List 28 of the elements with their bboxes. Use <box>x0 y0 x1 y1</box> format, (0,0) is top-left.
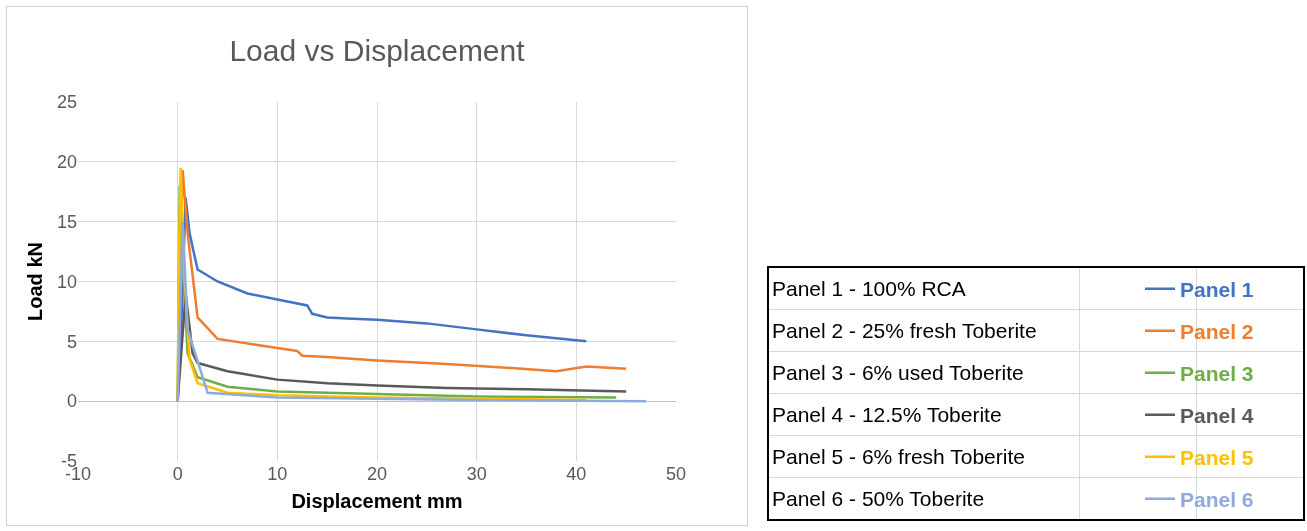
x-tick-label: 10 <box>267 464 288 484</box>
legend-label: Panel 5 <box>1180 445 1254 469</box>
legend-label: Panel 4 <box>1180 403 1254 427</box>
y-tick-label: 5 <box>66 331 77 352</box>
line-series <box>176 220 648 403</box>
text: Panel 2 - 25% fresh Toberite <box>768 309 1080 352</box>
legend-label: Panel 2 <box>1180 319 1254 343</box>
legend-label: Panel 3 <box>1180 361 1254 385</box>
x-tick-label: 40 <box>566 464 587 484</box>
x-axis-title: Displacement mm <box>291 489 463 512</box>
y-tick-label: 25 <box>56 92 77 113</box>
x-tick-label: 0 <box>172 464 183 484</box>
text: Panel 1 - 100% RCA <box>768 267 1080 310</box>
text: Panel 5 - 6% fresh Toberite <box>768 435 1080 478</box>
text: Panel 6 - 50% Toberite <box>768 477 1080 520</box>
x-tick-label: 20 <box>366 464 388 484</box>
y-tick-label: 0 <box>66 391 77 412</box>
y-axis-title: Load kN <box>24 242 47 321</box>
text: Panel 3 - 6% used Toberite <box>768 351 1080 394</box>
legend-label: Panel 1 <box>1180 277 1254 301</box>
y-tick-label: 20 <box>56 152 77 173</box>
legend-label: Panel 6 <box>1180 487 1254 511</box>
x-tick-label: 50 <box>665 464 687 484</box>
text: Panel 4 - 12.5% Toberite <box>768 393 1080 436</box>
y-tick-label: 10 <box>56 271 77 292</box>
chart-title: Load vs Displacement <box>229 33 526 67</box>
x-tick-label: 30 <box>466 464 487 484</box>
y-tick-label: 15 <box>56 211 77 232</box>
